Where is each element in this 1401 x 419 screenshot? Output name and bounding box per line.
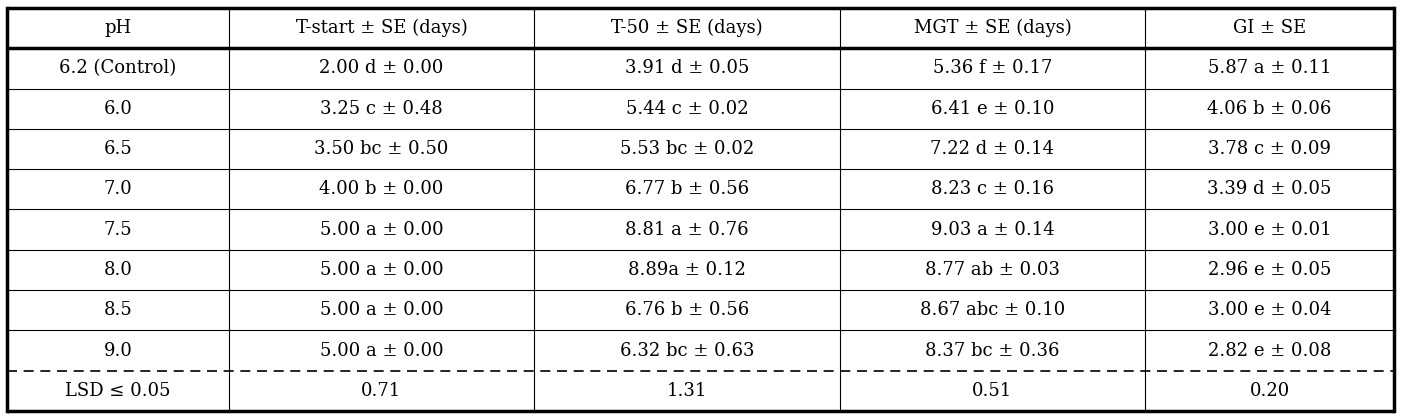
Text: 2.96 e ± 0.05: 2.96 e ± 0.05 xyxy=(1208,261,1331,279)
Text: 4.06 b ± 0.06: 4.06 b ± 0.06 xyxy=(1208,100,1332,118)
Text: 0.20: 0.20 xyxy=(1250,382,1290,400)
Text: 3.50 bc ± 0.50: 3.50 bc ± 0.50 xyxy=(314,140,448,158)
Text: 5.87 a ± 0.11: 5.87 a ± 0.11 xyxy=(1208,59,1331,78)
Text: 3.39 d ± 0.05: 3.39 d ± 0.05 xyxy=(1208,180,1332,198)
Text: 7.0: 7.0 xyxy=(104,180,132,198)
Text: 5.44 c ± 0.02: 5.44 c ± 0.02 xyxy=(626,100,748,118)
Text: 2.82 e ± 0.08: 2.82 e ± 0.08 xyxy=(1208,341,1331,360)
Text: 8.0: 8.0 xyxy=(104,261,132,279)
Text: 9.0: 9.0 xyxy=(104,341,132,360)
Text: 0.71: 0.71 xyxy=(361,382,402,400)
Text: 0.51: 0.51 xyxy=(972,382,1013,400)
Text: 3.00 e ± 0.04: 3.00 e ± 0.04 xyxy=(1208,301,1331,319)
Text: 5.00 a ± 0.00: 5.00 a ± 0.00 xyxy=(319,301,443,319)
Text: 3.91 d ± 0.05: 3.91 d ± 0.05 xyxy=(625,59,750,78)
Text: 5.00 a ± 0.00: 5.00 a ± 0.00 xyxy=(319,341,443,360)
Text: 6.0: 6.0 xyxy=(104,100,132,118)
Text: 8.23 c ± 0.16: 8.23 c ± 0.16 xyxy=(930,180,1054,198)
Text: 8.81 a ± 0.76: 8.81 a ± 0.76 xyxy=(625,221,748,239)
Text: 3.78 c ± 0.09: 3.78 c ± 0.09 xyxy=(1208,140,1331,158)
Text: MGT ± SE (days): MGT ± SE (days) xyxy=(913,19,1072,37)
Text: 6.32 bc ± 0.63: 6.32 bc ± 0.63 xyxy=(619,341,754,360)
Text: T-start ± SE (days): T-start ± SE (days) xyxy=(296,19,468,37)
Text: 3.25 c ± 0.48: 3.25 c ± 0.48 xyxy=(319,100,443,118)
Text: 9.03 a ± 0.14: 9.03 a ± 0.14 xyxy=(930,221,1054,239)
Text: 5.00 a ± 0.00: 5.00 a ± 0.00 xyxy=(319,261,443,279)
Text: 6.2 (Control): 6.2 (Control) xyxy=(59,59,177,78)
Text: T-50 ± SE (days): T-50 ± SE (days) xyxy=(611,19,762,37)
Text: 5.00 a ± 0.00: 5.00 a ± 0.00 xyxy=(319,221,443,239)
Text: 3.00 e ± 0.01: 3.00 e ± 0.01 xyxy=(1208,221,1331,239)
Text: GI ± SE: GI ± SE xyxy=(1233,19,1306,37)
Text: 8.77 ab ± 0.03: 8.77 ab ± 0.03 xyxy=(925,261,1061,279)
Text: 8.67 abc ± 0.10: 8.67 abc ± 0.10 xyxy=(919,301,1065,319)
Text: 6.77 b ± 0.56: 6.77 b ± 0.56 xyxy=(625,180,750,198)
Text: 2.00 d ± 0.00: 2.00 d ± 0.00 xyxy=(319,59,444,78)
Text: 5.53 bc ± 0.02: 5.53 bc ± 0.02 xyxy=(619,140,754,158)
Text: 8.5: 8.5 xyxy=(104,301,132,319)
Text: 7.5: 7.5 xyxy=(104,221,132,239)
Text: LSD ≤ 0.05: LSD ≤ 0.05 xyxy=(64,382,171,400)
Text: 6.41 e ± 0.10: 6.41 e ± 0.10 xyxy=(930,100,1054,118)
Text: 8.37 bc ± 0.36: 8.37 bc ± 0.36 xyxy=(925,341,1059,360)
Text: 8.89a ± 0.12: 8.89a ± 0.12 xyxy=(628,261,745,279)
Text: 5.36 f ± 0.17: 5.36 f ± 0.17 xyxy=(933,59,1052,78)
Text: 6.5: 6.5 xyxy=(104,140,132,158)
Text: 6.76 b ± 0.56: 6.76 b ± 0.56 xyxy=(625,301,750,319)
Text: 7.22 d ± 0.14: 7.22 d ± 0.14 xyxy=(930,140,1055,158)
Text: 4.00 b ± 0.00: 4.00 b ± 0.00 xyxy=(319,180,444,198)
Text: 1.31: 1.31 xyxy=(667,382,708,400)
Text: pH: pH xyxy=(104,19,132,37)
